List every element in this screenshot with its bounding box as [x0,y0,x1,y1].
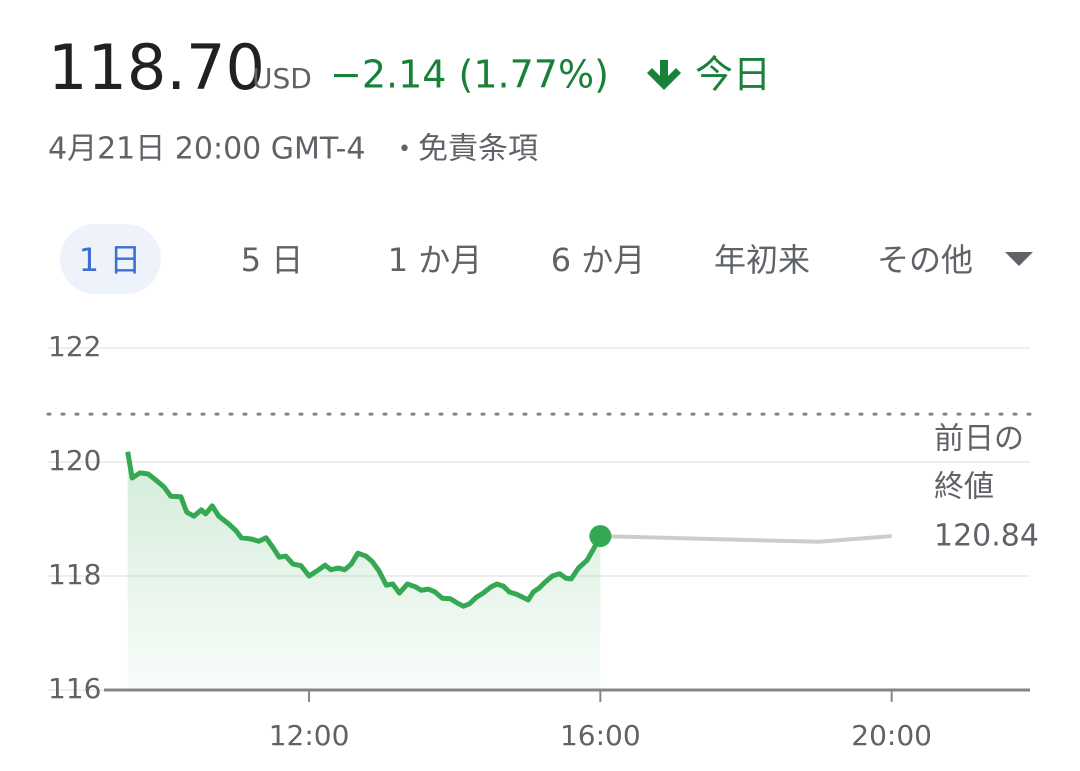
period: 今日 [695,53,771,97]
range-tab[interactable]: 5 日 [241,241,304,279]
previous-close-value: 120.84 [934,519,1039,554]
x-tick-label: 12:00 [269,719,350,752]
previous-close-title: 前日の [934,422,1024,457]
price: 118.70 [48,31,265,104]
separator: • [398,137,411,162]
previous-close-title: 終値 [934,470,994,505]
dropdown-arrow[interactable] [1005,252,1033,266]
currency: USD [252,62,312,95]
area [127,451,601,690]
x-tick-label: 20:00 [851,719,932,752]
range-tab[interactable]: 1 日 [79,241,142,279]
range-tab[interactable]: 1 か月 [388,241,483,279]
price-line [600,534,892,544]
last-point [589,525,612,548]
price-line [125,451,603,609]
change: −2.14 (1.77%) [330,53,609,97]
y-tick-label: 116 [48,672,101,705]
down-arrow [647,60,681,90]
range-tab[interactable]: その他 [877,241,973,279]
date: 4月21日 20:00 GMT-4 [48,132,365,167]
disclaimer-link[interactable]: 免責条項 [418,132,538,167]
y-tick-label: 120 [48,444,101,477]
tab-selected-bg [60,224,161,294]
range-tab[interactable]: 年初来 [714,241,810,279]
y-tick-label: 122 [48,330,101,363]
x-tick-label: 16:00 [560,719,641,752]
range-tab[interactable]: 6 か月 [551,241,646,279]
y-tick-label: 118 [48,558,101,591]
